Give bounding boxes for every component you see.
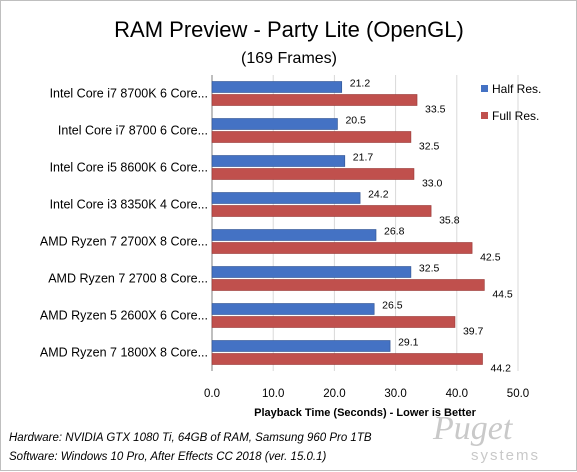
data-label: 33.0	[422, 178, 443, 190]
x-tick-label: 20.0	[323, 388, 345, 400]
footnote-hardware: Hardware: NVIDIA GTX 1080 Ti, 64GB of RA…	[9, 432, 372, 444]
legend: Half Res. Full Res.	[481, 82, 541, 123]
category-labels: Intel Core i7 8700K 6 Core... Intel Core …	[40, 87, 208, 360]
bar-half-res	[211, 81, 343, 93]
data-label: 39.7	[463, 326, 484, 338]
category-label: Intel Core i5 8600K 6 Core...	[50, 161, 208, 175]
watermark-tagline: systems	[471, 447, 540, 464]
footnote-software: Software: Windows 10 Pro, After Effects …	[9, 451, 327, 463]
data-label: 35.8	[439, 215, 460, 227]
legend-swatch-half-res	[481, 85, 488, 92]
x-tick-label: 40.0	[446, 388, 468, 400]
bar-half-res	[211, 266, 412, 278]
data-label: 20.5	[345, 115, 366, 127]
bar-full-res	[211, 205, 432, 217]
bar-half-res	[211, 192, 361, 204]
x-tick-label: 50.0	[507, 388, 529, 400]
data-label: 33.5	[425, 104, 446, 116]
bar-half-res	[211, 155, 346, 167]
data-label: 26.5	[382, 300, 403, 312]
data-label: 21.7	[353, 152, 374, 164]
legend-label-full-res: Full Res.	[492, 109, 539, 123]
data-label: 26.8	[384, 226, 405, 238]
x-axis-ticks: 0.0 10.0 20.0 30.0 40.0 50.0	[204, 388, 529, 400]
bar-full-res	[211, 279, 485, 291]
category-label: AMD Ryzen 7 2700 8 Core...	[48, 272, 208, 286]
bars: 21.2 33.5 20.5 32.5 21.7 33.0 24.2 35.8 26.8 42.5…	[211, 78, 513, 375]
bar-half-res	[211, 229, 377, 241]
data-label: 44.2	[491, 363, 512, 375]
legend-swatch-full-res	[481, 112, 488, 119]
data-label: 44.5	[492, 289, 513, 301]
x-tick-label: 0.0	[204, 388, 220, 400]
category-label: Intel Core i7 8700 6 Core...	[58, 124, 208, 138]
category-label: AMD Ryzen 5 2600X 6 Core...	[40, 309, 208, 323]
bar-full-res	[211, 316, 456, 328]
watermark-brand: Puget	[432, 410, 514, 447]
category-label: Intel Core i3 8350K 4 Core...	[50, 198, 208, 212]
bar-full-res	[211, 168, 415, 180]
bar-full-res	[211, 242, 473, 254]
bar-full-res	[211, 353, 483, 365]
bar-full-res	[211, 131, 412, 143]
data-label: 32.5	[419, 263, 440, 275]
chart-subtitle: (169 Frames)	[241, 50, 337, 67]
data-label: 21.2	[350, 78, 371, 90]
bar-full-res	[211, 94, 418, 106]
data-label: 24.2	[368, 189, 389, 201]
bar-half-res	[211, 303, 375, 315]
data-label: 32.5	[419, 141, 440, 153]
category-label: Intel Core i7 8700K 6 Core...	[50, 87, 208, 101]
puget-watermark: Puget systems	[432, 410, 540, 464]
x-tick-label: 10.0	[262, 388, 284, 400]
data-label: 29.1	[398, 337, 419, 349]
category-label: AMD Ryzen 7 1800X 8 Core...	[40, 346, 208, 360]
bar-half-res	[211, 340, 391, 352]
data-label: 42.5	[480, 252, 501, 264]
x-axis-title: Playback Time (Seconds) - Lower is Bette…	[254, 407, 476, 419]
bar-half-res	[211, 118, 338, 130]
category-label: AMD Ryzen 7 2700X 8 Core...	[40, 235, 208, 249]
x-tick-label: 30.0	[384, 388, 406, 400]
chart-title: RAM Preview - Party Lite (OpenGL)	[114, 17, 464, 42]
legend-label-half-res: Half Res.	[492, 82, 541, 96]
